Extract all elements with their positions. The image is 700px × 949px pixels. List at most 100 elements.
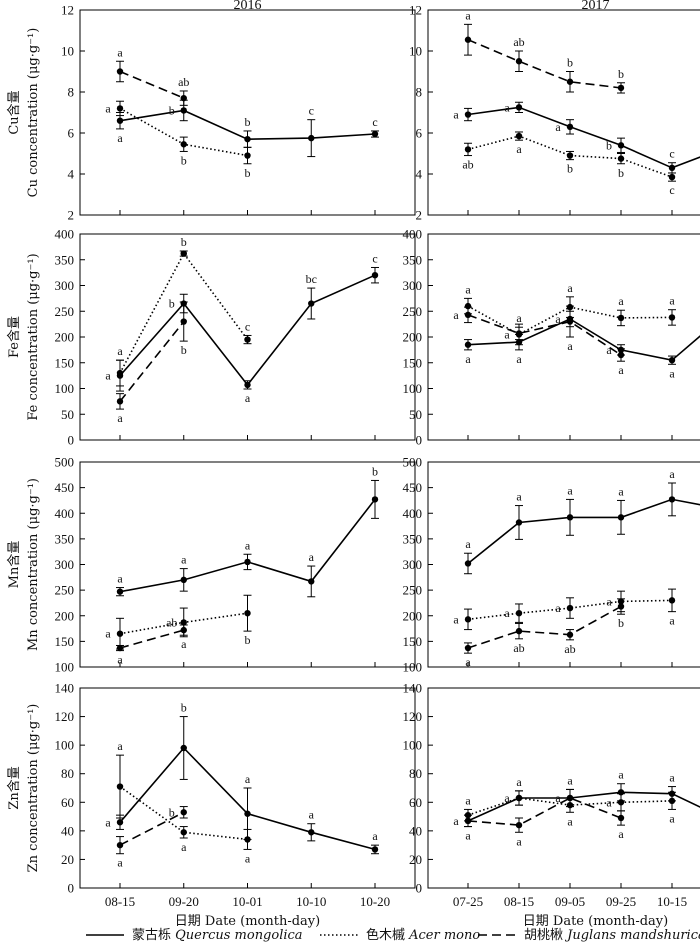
data-point-jm [180,318,187,325]
significance-letter-am: a [117,344,123,358]
x-tick-label: 10-01 [232,894,262,909]
data-point-jm [116,68,124,75]
data-point-jm [617,351,625,359]
series-line-am [119,252,249,374]
data-point-jm [515,821,523,829]
series-line-qm [467,106,700,169]
significance-letter-qm: a [245,772,251,786]
ylabel-en-Zn: Zn concentration (μg·g⁻¹) [26,704,41,873]
data-point-qm [244,558,251,566]
legend-sci-qm: Quercus mongolica [175,928,302,943]
data-point-qm [464,560,472,567]
data-point-qm [308,134,315,142]
data-point-qm [180,107,187,114]
significance-letter-qm: a [105,815,111,829]
significance-letter-jm: a [465,655,471,669]
data-point-qm [464,341,472,348]
significance-letter-qm: a [606,343,612,357]
y-tick-label: 250 [403,304,423,319]
plot-frame-Cu-2016 [79,9,416,216]
data-point-am [566,604,574,612]
data-point-am [617,314,625,322]
panel-Mn-2017: 100150200250300350400450500aaaaaabaaabaa… [403,455,700,675]
data-point-am [668,797,676,805]
y-tick-label: 400 [403,227,423,242]
plot-frame-Zn-2017 [427,687,700,889]
data-point-jm [180,809,187,816]
y-tick-label: 20 [409,852,422,867]
ylabel-zh-Zn: Zn含量 [6,766,22,809]
data-point-jm [116,644,124,652]
data-point-jm [617,84,625,92]
significance-letter-qm: c [372,251,377,265]
significance-letter-jm: a [181,637,187,651]
ylabel-en-Fe: Fe concentration (μg·g⁻¹) [26,253,41,420]
significance-letter-am: a [606,795,612,809]
significance-letter-jm: a [516,834,522,848]
x-tick-label: 09-20 [169,894,199,909]
significance-letter-jm: a [465,829,471,843]
data-point-qm [668,164,676,172]
significance-letter-qm: a [618,768,624,782]
significance-letter-qm: a [567,773,573,787]
data-point-jm [464,817,472,825]
y-tick-label: 40 [61,823,74,838]
series-line-jm [119,70,185,99]
significance-letter-jm: a [618,827,624,841]
series-line-jm [467,605,622,649]
y-tick-label: 200 [55,330,75,345]
significance-letter-jm: a [567,339,573,353]
data-point-jm [617,603,625,610]
y-tick-label: 100 [55,660,75,675]
data-point-jm [116,841,124,849]
ylabel-zh-Mn: Mn含量 [6,541,22,589]
significance-letter-am: a [555,601,561,615]
ylabel-zh-Fe: Fe含量 [6,316,22,358]
data-point-qm [617,142,625,149]
significance-letter-qm: b [169,103,175,117]
y-tick-label: 150 [55,634,75,649]
data-point-am [180,829,187,836]
x-tick-label: 09-25 [606,894,636,909]
significance-letter-qm: a [245,391,251,405]
y-tick-label: 200 [403,330,423,345]
data-point-qm [515,519,523,526]
y-tick-label: 350 [403,531,423,546]
significance-letter-am: b [245,633,251,647]
series-line-jm [467,797,622,826]
significance-letter-qm: a [555,312,561,326]
data-point-am [617,155,625,162]
significance-letter-qm: a [504,100,510,114]
y-tick-label: 400 [55,506,75,521]
y-tick-label: 150 [403,355,423,370]
y-tick-label: 400 [403,506,423,521]
panel-Zn-2016: 0 20 40 60 80 100 120 140 08-15 09-20 10-01 10-10 10… [55,681,416,929]
significance-letter-jm: b [169,805,175,819]
significance-letter-am: a [516,142,522,156]
series-line-jm [467,314,622,356]
data-point-qm [371,846,379,853]
significance-letter-qm: a [669,467,675,481]
series-line-qm [467,318,700,362]
y-tick-label: 500 [55,455,75,470]
y-tick-label: 350 [55,531,75,546]
y-tick-label: 400 [55,227,75,242]
x-tick-label: 10-10 [296,894,326,909]
legend-label-jm: 胡桃楸 Juglans mandshurica [524,927,700,943]
data-point-jm [180,94,187,102]
x-tick-label: 10-15 [657,894,687,909]
x-tick-label: 08-15 [105,894,135,909]
significance-letter-qm: a [618,484,624,498]
data-point-jm [566,631,574,638]
data-point-qm [371,272,379,279]
data-point-qm [668,496,676,503]
significance-letter-qm: bc [306,272,317,286]
y-tick-label: 8 [416,85,423,100]
data-point-am [116,630,124,637]
significance-letter-am: a [606,594,612,608]
y-tick-label: 0 [68,881,75,896]
data-point-jm [515,330,523,337]
significance-letter-qm: a [669,366,675,380]
